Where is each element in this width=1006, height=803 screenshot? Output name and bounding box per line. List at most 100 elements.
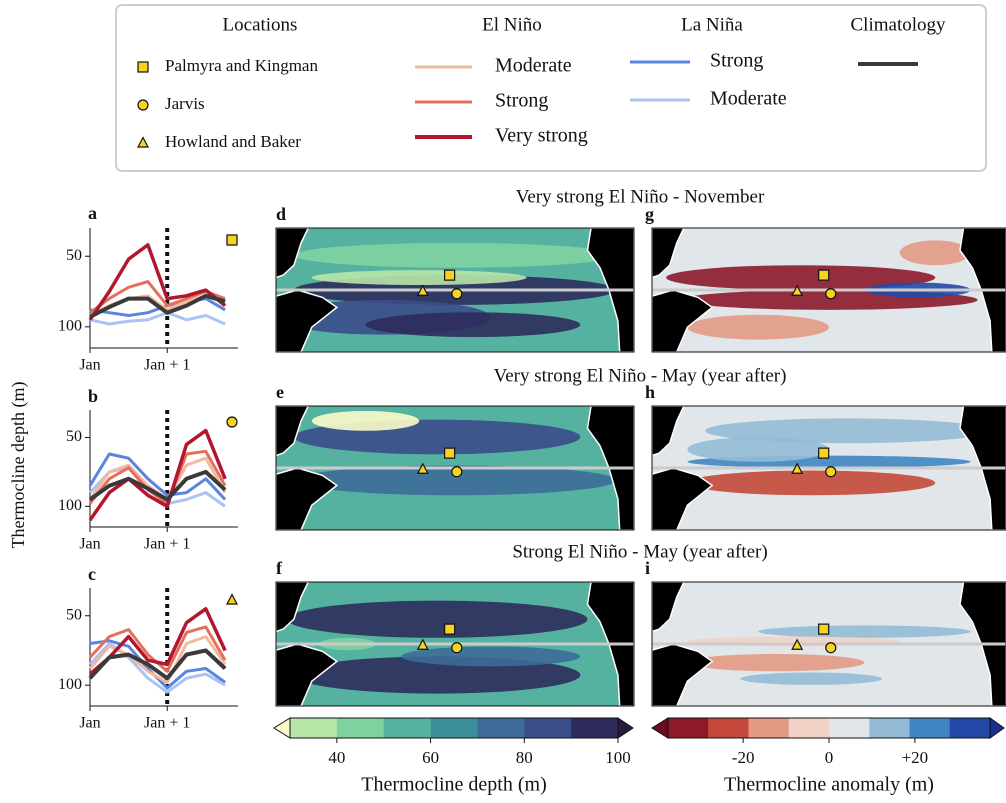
map-contour bbox=[666, 265, 936, 290]
location-marker bbox=[451, 466, 463, 478]
location-marker bbox=[791, 638, 804, 650]
x-tick-label: Jan + 1 bbox=[144, 536, 190, 553]
location-marker bbox=[444, 269, 456, 281]
y-tick-label: 50 bbox=[66, 606, 82, 623]
colorbar-label: Thermocline anomaly (m) bbox=[724, 774, 934, 796]
map-field bbox=[652, 406, 1006, 530]
location-marker bbox=[791, 284, 804, 296]
location-marker bbox=[825, 466, 837, 478]
map-frame bbox=[651, 405, 1006, 531]
panel-letter: a bbox=[88, 203, 97, 223]
row-title: Very strong El Niño - May (year after) bbox=[494, 365, 787, 386]
colorbar-extend bbox=[273, 717, 291, 739]
series-line bbox=[88, 642, 226, 694]
map-contour bbox=[311, 410, 420, 431]
location-marker bbox=[137, 136, 149, 148]
location-marker bbox=[791, 462, 804, 474]
colorbar-extend bbox=[989, 717, 1005, 739]
x-tick-label: Jan bbox=[79, 357, 100, 374]
colorbar-frame bbox=[289, 717, 619, 739]
colorbar-extend bbox=[651, 717, 669, 739]
series-line bbox=[88, 607, 227, 676]
location-marker bbox=[818, 269, 830, 281]
x-tick-label: Jan bbox=[79, 536, 100, 553]
location-marker bbox=[825, 642, 837, 654]
series-line bbox=[89, 293, 226, 319]
legend-title: La Niña bbox=[681, 14, 743, 35]
y-tick-label: 100 bbox=[58, 317, 82, 334]
map-contour bbox=[437, 505, 617, 530]
location-marker bbox=[818, 623, 830, 635]
panel-letter: h bbox=[645, 382, 655, 402]
land bbox=[276, 406, 310, 457]
series-line bbox=[88, 449, 227, 506]
series-line bbox=[88, 469, 227, 502]
series-line bbox=[88, 243, 227, 321]
land bbox=[276, 582, 310, 633]
land bbox=[276, 228, 310, 279]
colorbar-segment bbox=[949, 718, 991, 738]
location-marker bbox=[137, 99, 149, 111]
map-contour bbox=[286, 600, 588, 638]
colorbar-segment bbox=[708, 718, 749, 738]
map-contour bbox=[740, 672, 883, 685]
colorbar-segment bbox=[829, 718, 870, 738]
x-tick-label: Jan bbox=[79, 715, 100, 732]
map-panel bbox=[275, 581, 635, 707]
map-frame bbox=[651, 227, 1006, 353]
legend-label: Very strong bbox=[495, 125, 588, 147]
legend-title: Climatology bbox=[851, 14, 947, 35]
location-marker bbox=[226, 234, 238, 246]
map-panel bbox=[651, 227, 1006, 353]
panel-letter: f bbox=[276, 558, 283, 578]
map-contour bbox=[293, 465, 617, 496]
colorbar-tick-label: 40 bbox=[328, 748, 345, 767]
map-field bbox=[652, 228, 1006, 352]
colorbar-tick-label: 60 bbox=[422, 748, 439, 767]
legend-box bbox=[115, 4, 987, 172]
legend-label: Howland and Baker bbox=[165, 132, 301, 151]
map-contour bbox=[687, 437, 829, 462]
location-marker bbox=[818, 447, 830, 459]
colorbar-segment bbox=[524, 718, 572, 738]
location-marker bbox=[451, 642, 463, 654]
location-marker bbox=[226, 593, 238, 605]
y-axis-label: Thermocline depth (m) bbox=[8, 382, 29, 549]
map-contour bbox=[687, 653, 865, 672]
legend-label: Moderate bbox=[495, 55, 572, 77]
legend-label: Strong bbox=[710, 50, 763, 72]
colorbar-tick-label: 80 bbox=[516, 748, 533, 767]
legend-title: El Niño bbox=[482, 14, 542, 35]
colorbar-segment bbox=[668, 718, 709, 738]
location-marker bbox=[226, 416, 238, 428]
panel-letter: c bbox=[88, 564, 96, 584]
map-panel bbox=[651, 405, 1006, 531]
series-line bbox=[88, 635, 227, 684]
x-tick-label: Jan + 1 bbox=[144, 715, 190, 732]
colorbar-segment bbox=[869, 718, 910, 738]
colorbar-tick-label: -20 bbox=[732, 748, 755, 767]
colorbar-segment bbox=[336, 718, 385, 738]
y-tick-label: 100 bbox=[58, 497, 82, 514]
map-frame bbox=[275, 581, 635, 707]
map-contour bbox=[899, 240, 971, 266]
colorbar-segment bbox=[571, 718, 619, 738]
legend-title: Locations bbox=[223, 14, 298, 35]
map-contour bbox=[687, 470, 936, 496]
colorbar-tick-label: 0 bbox=[825, 748, 834, 767]
y-tick-label: 100 bbox=[58, 676, 82, 693]
location-marker bbox=[137, 61, 149, 73]
map-contour bbox=[758, 625, 971, 638]
colorbar-segment bbox=[909, 718, 951, 738]
colorbar-tick-label: +20 bbox=[902, 748, 929, 767]
location-marker bbox=[825, 288, 837, 300]
panel-letter: i bbox=[645, 558, 650, 578]
location-marker bbox=[451, 288, 463, 300]
legend-label: Moderate bbox=[710, 88, 787, 110]
land bbox=[652, 228, 685, 279]
location-marker bbox=[416, 284, 429, 296]
legend-label: Strong bbox=[495, 90, 548, 112]
map-contour bbox=[293, 242, 617, 268]
map-frame bbox=[651, 581, 1006, 707]
map-contour bbox=[311, 270, 527, 286]
